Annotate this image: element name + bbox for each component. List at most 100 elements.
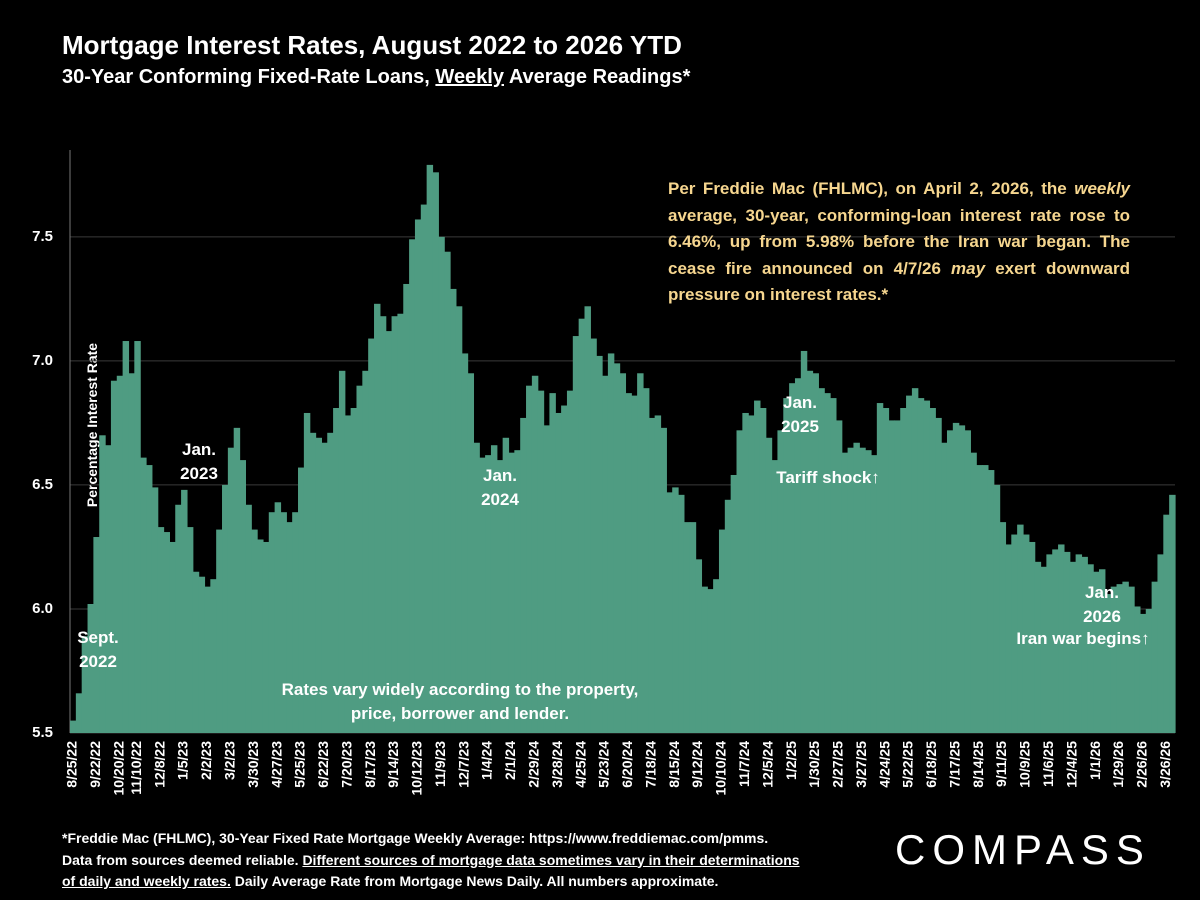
footnote-part: Data from sources deemed reliable. — [62, 851, 303, 868]
bar — [268, 512, 276, 733]
bar — [520, 417, 527, 733]
bar — [315, 437, 323, 733]
footnote: *Freddie Mac (FHLMC), 30-Year Fixed Rate… — [62, 828, 800, 893]
x-tick-label: 1/5/23 — [175, 741, 191, 780]
bar — [344, 415, 352, 733]
chart-title: Mortgage Interest Rates, August 2022 to … — [62, 30, 682, 60]
x-tick-label: 2/29/24 — [526, 741, 542, 788]
bar — [192, 571, 200, 733]
bar — [526, 385, 533, 733]
bar — [660, 427, 667, 733]
bar — [1163, 514, 1170, 733]
bar — [239, 460, 246, 733]
bar — [561, 405, 568, 733]
bar — [1040, 566, 1047, 733]
bar — [163, 532, 170, 733]
bar — [227, 447, 235, 733]
bar — [941, 442, 948, 733]
x-tick-label: 5/23/24 — [596, 741, 612, 788]
bar — [204, 586, 211, 733]
x-tick-label: 2/2/23 — [198, 741, 214, 780]
x-tick-label: 11/6/25 — [1040, 741, 1056, 787]
bar — [1122, 581, 1129, 733]
annotation: Jan. 2026 — [942, 581, 1200, 629]
subtitle-part: Average Readings* — [504, 66, 691, 88]
bar — [303, 412, 311, 733]
bar — [1028, 541, 1036, 733]
annotation-line: Tariff shock↑ — [776, 468, 880, 487]
bar — [485, 455, 492, 733]
x-tick-label: 6/20/24 — [619, 741, 635, 788]
callout-part: may — [951, 258, 986, 278]
callout: Per Freddie Mac (FHLMC), on April 2, 202… — [668, 176, 1130, 309]
annotation: Tariff shock↑ — [668, 466, 988, 490]
x-tick-label: 7/17/25 — [946, 741, 962, 788]
bar — [730, 474, 738, 733]
bar — [1069, 561, 1077, 733]
bar — [374, 303, 381, 733]
bar — [602, 375, 609, 733]
bar — [379, 316, 387, 733]
bar — [479, 457, 486, 733]
bar — [222, 484, 229, 733]
bar — [1075, 554, 1083, 733]
x-tick-label: 3/28/24 — [549, 741, 565, 788]
y-tick-label: 6.0 — [32, 600, 53, 617]
bar — [777, 430, 784, 733]
subtitle-part: 30-Year Conforming Fixed-Rate Loans, — [62, 66, 436, 88]
bar — [105, 445, 112, 733]
bar — [245, 504, 252, 733]
bar — [1017, 524, 1024, 733]
annotation-line: Jan. — [482, 466, 518, 485]
footnote-part: *Freddie Mac (FHLMC), 30-Year Fixed Rate… — [62, 830, 769, 846]
bar — [75, 693, 83, 733]
bar — [607, 353, 615, 733]
annotation-line: Jan. — [782, 393, 818, 412]
footnote-part: Daily Average Rate from Mortgage News Da… — [230, 873, 719, 889]
bar — [982, 465, 989, 733]
bar — [637, 373, 644, 733]
bar — [274, 502, 282, 733]
bar — [765, 437, 773, 733]
bar — [362, 370, 369, 733]
x-tick-label: 10/9/25 — [1017, 741, 1033, 788]
bar — [327, 432, 334, 733]
x-tick-label: 1/2/25 — [783, 741, 799, 780]
bar — [894, 420, 901, 733]
annotation: Jan. 2023 — [39, 438, 359, 486]
bar — [566, 390, 574, 733]
x-tick-label: 12/5/24 — [759, 741, 775, 788]
bar — [280, 512, 287, 733]
bar — [865, 450, 872, 733]
x-tick-label: 6/22/23 — [315, 741, 331, 788]
x-tick-label: 2/1/24 — [502, 741, 518, 780]
bar — [812, 373, 819, 733]
bar — [140, 457, 147, 733]
bar — [508, 452, 515, 733]
x-tick-label: 7/20/23 — [338, 741, 354, 788]
bar — [830, 398, 837, 733]
bar — [397, 313, 404, 733]
bar — [251, 529, 258, 733]
bar — [350, 408, 358, 733]
bar — [625, 393, 632, 733]
bar — [368, 338, 375, 733]
annotation: Rates vary widely according to the prope… — [260, 678, 660, 726]
bar — [835, 420, 843, 733]
bar — [806, 370, 814, 733]
bar — [789, 383, 796, 733]
bar — [286, 522, 293, 733]
bar — [748, 415, 755, 733]
bar — [993, 484, 1001, 733]
footnote-part: of daily and weekly rates. — [62, 873, 231, 889]
bar — [701, 586, 708, 733]
bar — [432, 172, 439, 734]
bar — [683, 522, 691, 733]
bar — [1151, 581, 1159, 733]
footnote-part: Different sources of mortgage data somet… — [302, 851, 800, 868]
bar — [917, 398, 925, 733]
y-axis-label: Percentage Interest Rate — [84, 343, 100, 507]
x-tick-label: 12/4/25 — [1063, 741, 1079, 788]
